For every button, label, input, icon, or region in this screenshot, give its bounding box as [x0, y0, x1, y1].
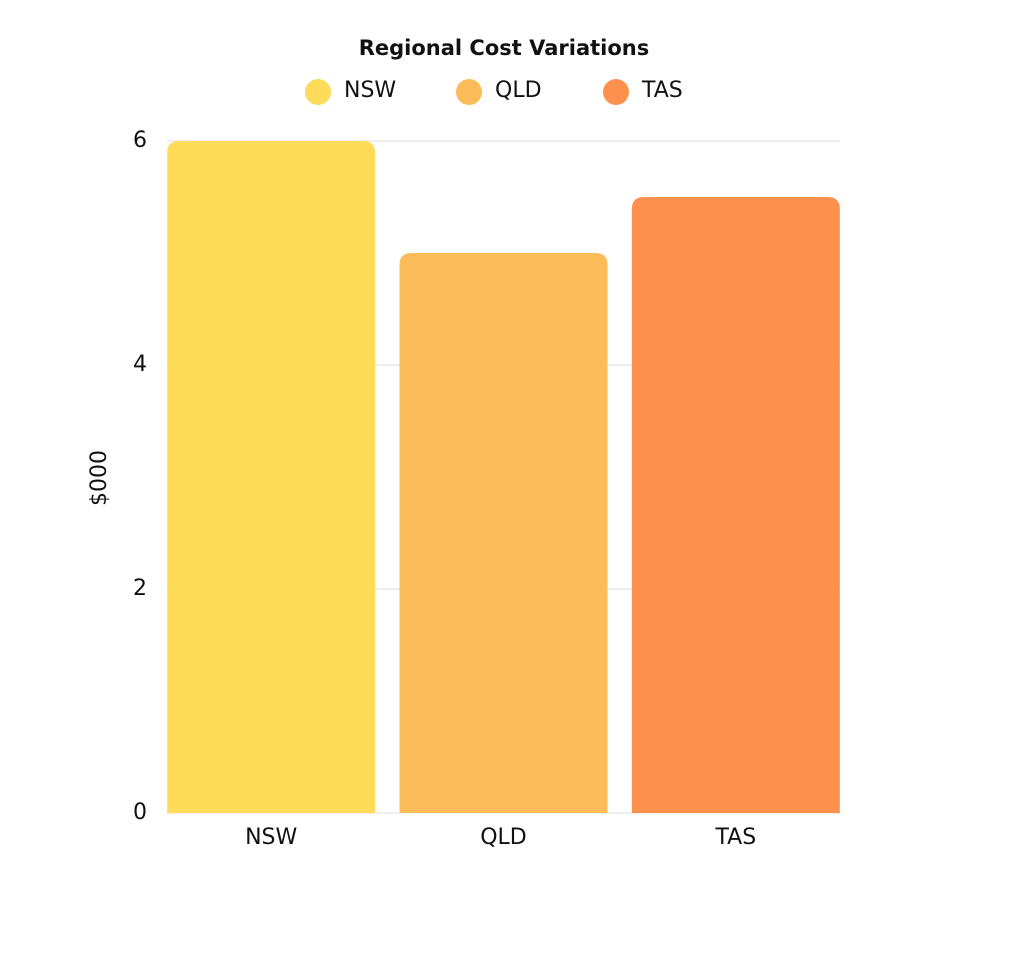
x-tick-label: QLD	[480, 825, 527, 850]
x-tick-label: TAS	[714, 825, 756, 850]
bar	[399, 253, 608, 813]
y-tick-label: 4	[133, 352, 147, 377]
bar	[631, 197, 840, 813]
y-tick-label: 6	[133, 128, 147, 153]
legend-swatch	[603, 79, 629, 105]
legend-swatch	[456, 79, 482, 105]
chart-title: Regional Cost Variations	[359, 36, 650, 60]
legend-label: TAS	[641, 78, 683, 103]
x-tick-label: NSW	[245, 825, 297, 850]
y-tick-label: 2	[133, 576, 147, 601]
legend-label: QLD	[495, 78, 542, 103]
y-axis-label: $000	[87, 450, 112, 506]
legend-swatch	[305, 79, 331, 105]
bar	[167, 141, 376, 813]
legend-label: NSW	[344, 78, 396, 103]
y-tick-label: 0	[133, 800, 147, 825]
